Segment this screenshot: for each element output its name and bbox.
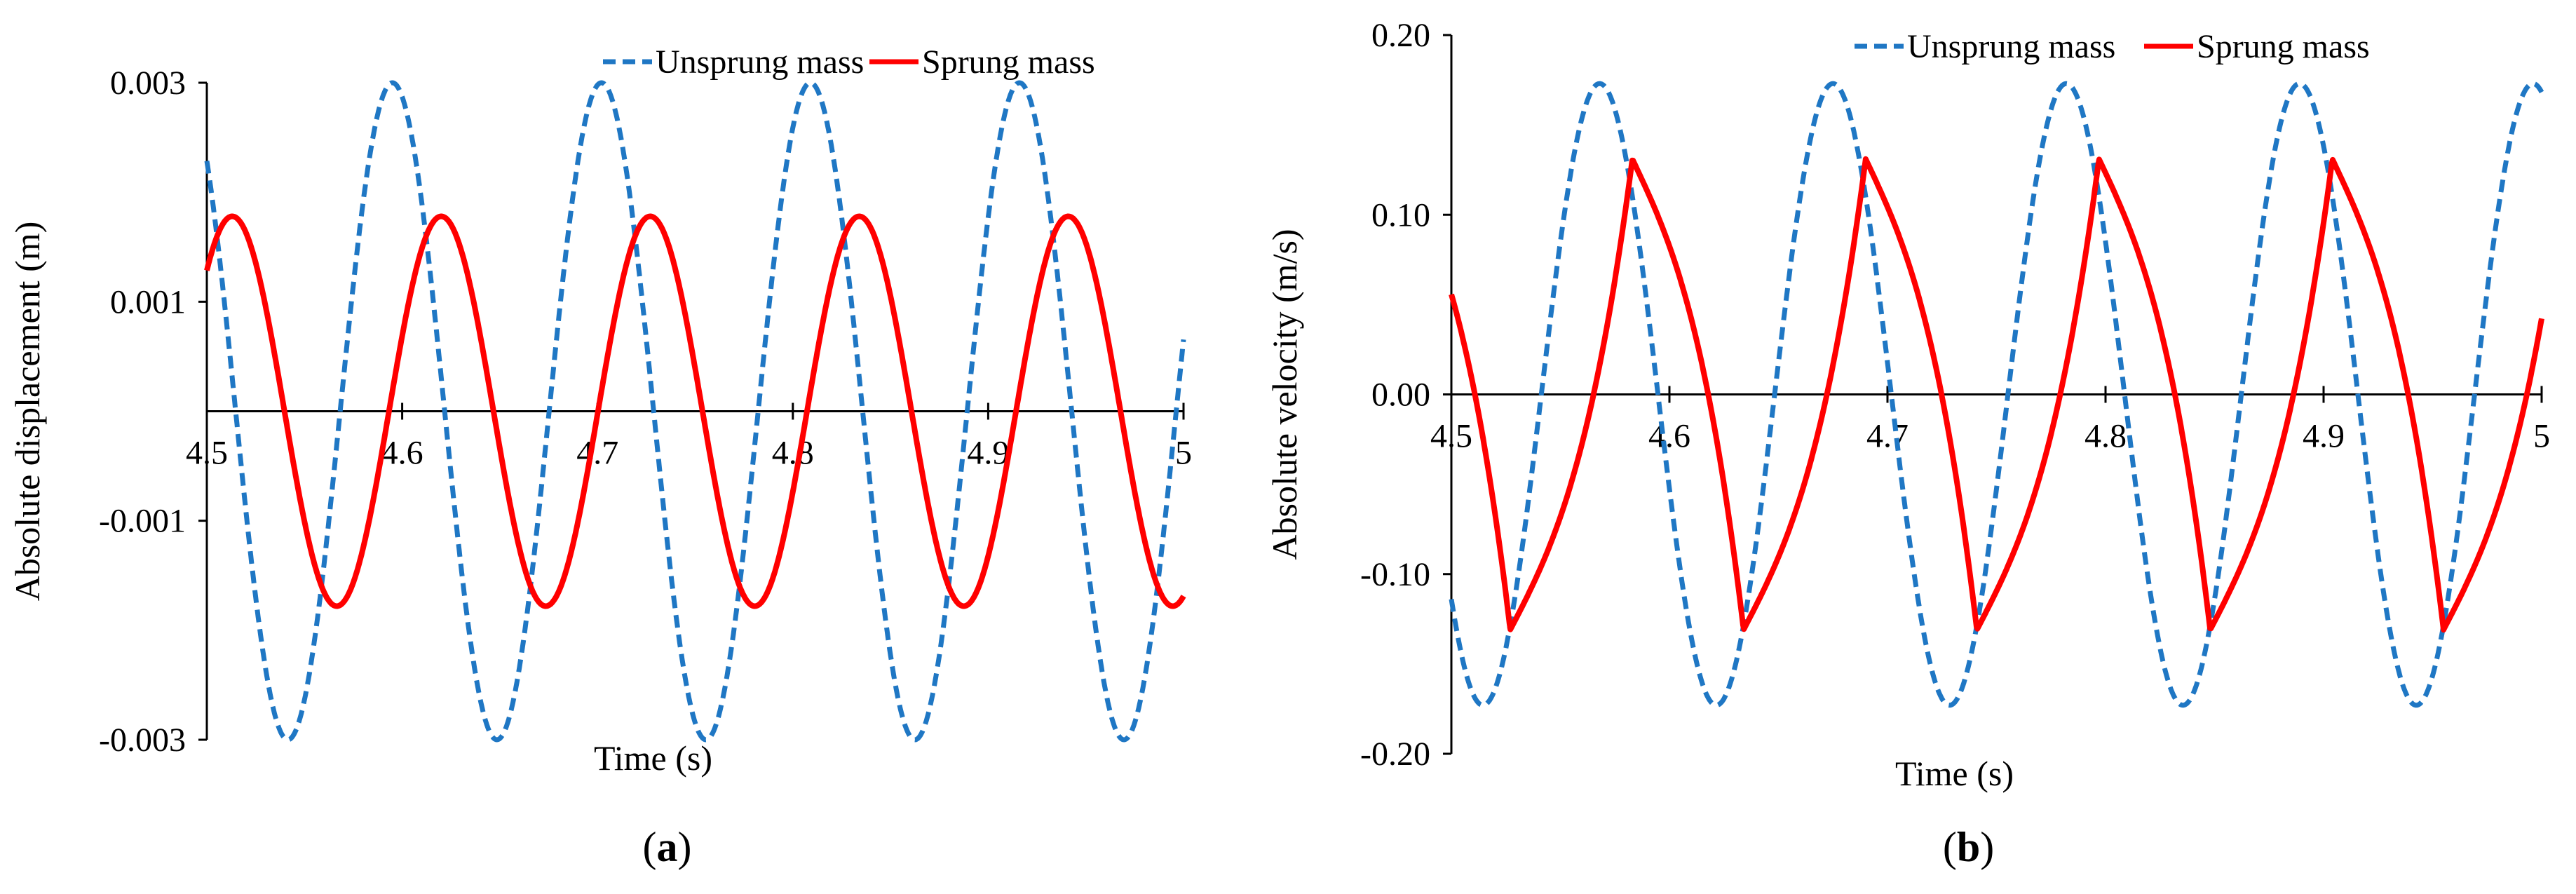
legend: Unsprung mass Sprung mass — [603, 43, 1095, 81]
panel-label-open: ( — [643, 824, 657, 870]
y-tick-label: 0.20 — [1371, 17, 1430, 54]
chart-panel-b: 0.20 0.10 0.00 -0.10 -0.20 4.5 4.6 4.7 4.8 4.9 5 Un… — [1265, 17, 2550, 870]
series-line-sprung — [204, 213, 1186, 609]
panel-label-letter: a — [657, 824, 678, 870]
x-tick-label: 4.5 — [1430, 418, 1472, 455]
x-tick-label: 4.8 — [772, 435, 814, 472]
legend-sprung-label: Sprung mass — [922, 43, 1095, 81]
legend-sprung-label: Sprung mass — [2197, 28, 2370, 65]
legend-unsprung-label: Unsprung mass — [1907, 28, 2115, 65]
y-tick-label: -0.20 — [1360, 736, 1430, 773]
x-tick-label: 4.6 — [1648, 418, 1690, 455]
y-tick-label: -0.10 — [1360, 556, 1430, 593]
x-tick-label: 5 — [2533, 418, 2550, 455]
x-tick-label: 5 — [1175, 435, 1192, 472]
y-tick-label: -0.003 — [99, 722, 186, 759]
y-tick-label: 0.00 — [1371, 377, 1430, 414]
legend-unsprung-label: Unsprung mass — [656, 43, 864, 81]
y-axis-title: Absolute displacement (m) — [8, 222, 47, 602]
series-line-sprung — [1449, 156, 2544, 633]
y-tick-label: -0.001 — [99, 503, 186, 540]
panel-label-close: ) — [1980, 824, 1994, 870]
legend: Unsprung mass Sprung mass — [1855, 28, 2370, 65]
x-tick-label: 4.7 — [576, 435, 618, 472]
x-tick-label: 4.7 — [1866, 418, 1909, 455]
x-tick-label: 4.5 — [186, 435, 228, 472]
x-axis-title: Time (s) — [1895, 754, 2014, 793]
panel-label-letter: b — [1957, 824, 1980, 870]
panel-label-close: ) — [678, 824, 692, 870]
panel-label-open: ( — [1943, 824, 1957, 870]
series-line-unsprung — [1449, 81, 2544, 708]
x-tick-label: 4.9 — [967, 435, 1009, 472]
panel-label: (b) — [1943, 824, 1994, 870]
y-tick-label: 0.10 — [1371, 196, 1430, 233]
x-tick-label: 4.8 — [2084, 418, 2127, 455]
x-tick-label: 4.9 — [2303, 418, 2345, 455]
y-tick-label: 0.003 — [110, 65, 186, 102]
x-tick-label: 4.6 — [381, 435, 423, 472]
series-line-unsprung — [204, 80, 1186, 743]
x-axis-title: Time (s) — [594, 738, 712, 778]
chart-panel-a: 0.003 0.001 -0.001 -0.003 4.5 4.6 4.7 4.8 4.9 5 Un… — [8, 43, 1192, 870]
y-tick-label: 0.001 — [110, 283, 186, 320]
panel-label: (a) — [643, 824, 692, 870]
y-axis-title: Absolute velocity (m/s) — [1265, 229, 1304, 560]
